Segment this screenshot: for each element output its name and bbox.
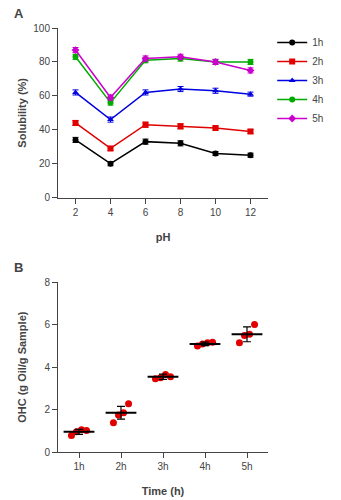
svg-text:0: 0 (44, 447, 50, 458)
svg-text:4: 4 (44, 362, 50, 373)
svg-text:5h: 5h (241, 461, 252, 472)
svg-text:100: 100 (33, 23, 50, 34)
svg-text:2h: 2h (312, 56, 323, 67)
svg-text:OHC (g Oil/g Sample): OHC (g Oil/g Sample) (16, 311, 28, 423)
svg-text:2: 2 (73, 207, 79, 218)
svg-text:6: 6 (143, 207, 149, 218)
svg-text:3h: 3h (157, 461, 168, 472)
svg-text:1h: 1h (312, 37, 323, 48)
svg-text:4h: 4h (312, 94, 323, 105)
svg-text:2: 2 (44, 404, 50, 415)
svg-text:0: 0 (44, 192, 50, 203)
svg-text:5h: 5h (312, 113, 323, 124)
svg-text:4: 4 (108, 207, 114, 218)
svg-text:2h: 2h (115, 461, 126, 472)
svg-text:40: 40 (39, 124, 51, 135)
svg-text:12: 12 (245, 207, 257, 218)
svg-text:pH: pH (156, 231, 171, 243)
svg-text:1h: 1h (73, 461, 84, 472)
svg-text:Solubility (%): Solubility (%) (16, 78, 28, 148)
svg-text:3h: 3h (312, 75, 323, 86)
svg-text:80: 80 (39, 56, 51, 67)
svg-text:B: B (14, 260, 23, 275)
svg-text:20: 20 (39, 158, 51, 169)
svg-text:8: 8 (44, 277, 50, 288)
svg-text:4h: 4h (199, 461, 210, 472)
svg-text:8: 8 (178, 207, 184, 218)
svg-text:10: 10 (210, 207, 222, 218)
svg-text:A: A (14, 6, 24, 21)
svg-text:60: 60 (39, 90, 51, 101)
svg-text:6: 6 (44, 319, 50, 330)
svg-text:Time (h): Time (h) (142, 485, 185, 497)
